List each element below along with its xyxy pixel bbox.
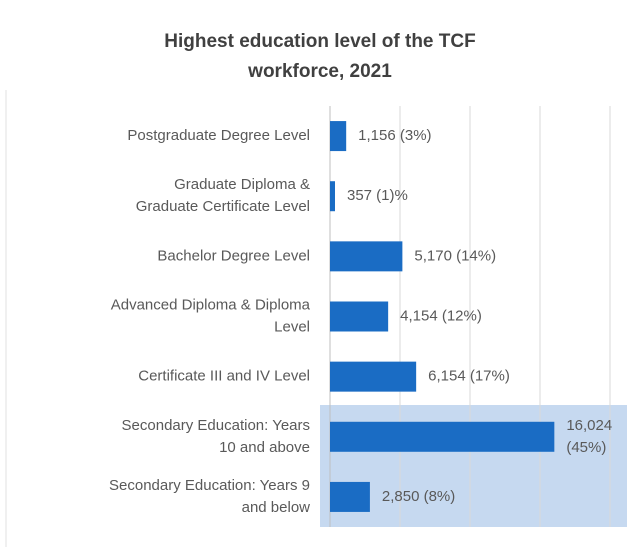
- data-label: 357 (1)%: [347, 187, 408, 204]
- data-label: 16,024 (45%): [566, 417, 612, 456]
- bar: [330, 421, 555, 452]
- bar: [330, 121, 347, 152]
- bar: [330, 481, 370, 512]
- bar: [330, 301, 389, 332]
- bar: [330, 181, 335, 212]
- data-label: 5,170 (14%): [414, 247, 496, 264]
- y-tick-label: Graduate Diploma & Graduate Certificate L…: [136, 176, 310, 215]
- y-tick-label: Secondary Education: Years 10 and above: [122, 417, 310, 456]
- bar: [330, 241, 403, 272]
- data-label: 6,154 (17%): [428, 368, 510, 385]
- y-tick-label: Bachelor Degree Level: [157, 247, 310, 264]
- y-tick-label: Secondary Education: Years 9 and below: [109, 477, 310, 516]
- y-tick-label: Certificate III and IV Level: [138, 368, 310, 385]
- data-label: 4,154 (12%): [400, 307, 482, 324]
- data-label: 2,850 (8%): [382, 488, 455, 505]
- y-tick-label: Postgraduate Degree Level: [127, 127, 310, 144]
- bar: [330, 361, 417, 392]
- y-tick-label: Advanced Diploma & Diploma Level: [111, 296, 311, 335]
- chart-title: Highest education level of the TCF workfo…: [164, 31, 475, 82]
- data-label: 1,156 (3%): [358, 127, 431, 144]
